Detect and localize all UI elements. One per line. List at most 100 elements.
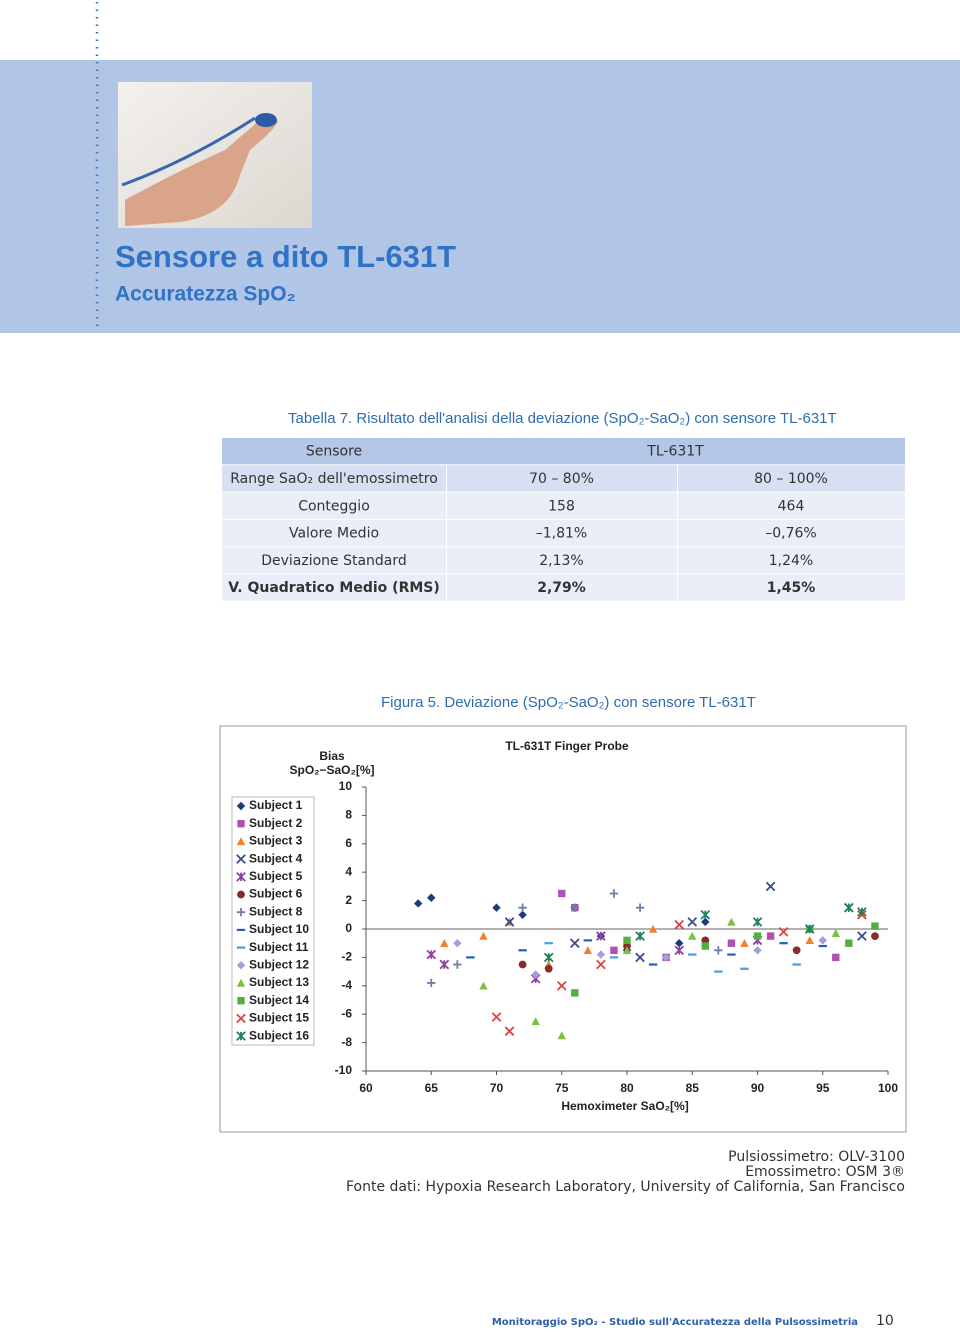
- marker: [871, 922, 879, 930]
- legend-marker: [237, 997, 245, 1005]
- marker: [453, 960, 462, 969]
- table-cell-bg: [447, 574, 677, 601]
- legend-marker: [236, 871, 246, 882]
- marker: [453, 939, 462, 948]
- legend-marker: [236, 1031, 246, 1041]
- marker: [675, 939, 684, 948]
- legend-label: Subject 8: [249, 904, 303, 918]
- legend-marker: [237, 820, 245, 828]
- page-number: 10: [876, 1313, 894, 1329]
- x-tick-label: 70: [490, 1081, 504, 1095]
- marker: [845, 939, 853, 947]
- x-axis-label: Hemoximeter SaO₂[%]: [561, 1099, 688, 1113]
- x-tick-label: 65: [425, 1081, 439, 1095]
- marker: [778, 927, 789, 937]
- table-header-cell: TL-631T: [646, 444, 704, 460]
- x-tick-label: 90: [751, 1081, 765, 1095]
- legend-label: Subject 11: [249, 940, 309, 954]
- marker: [727, 939, 736, 947]
- marker: [688, 931, 697, 940]
- chart-title: TL-631T Finger Probe: [505, 739, 629, 753]
- x-tick-label: 60: [359, 1081, 373, 1095]
- y-tick-label: -4: [341, 978, 352, 992]
- table: Sensore TL-631T Range SaO₂ dell'emossimetr…: [222, 438, 905, 601]
- legend-label: Subject 2: [249, 816, 303, 830]
- marker: [426, 949, 437, 960]
- marker: [766, 932, 775, 940]
- legend-box: [231, 796, 315, 1046]
- marker: [479, 981, 488, 990]
- table-cell-bg: [447, 492, 677, 519]
- y-tick-label: -2: [341, 950, 352, 964]
- x-tick-label: 75: [555, 1081, 569, 1095]
- marker: [440, 939, 449, 947]
- table-cell-bg: [678, 492, 905, 519]
- marker: [518, 903, 527, 912]
- marker: [543, 952, 554, 963]
- marker: [661, 953, 671, 962]
- marker: [701, 917, 710, 927]
- table-cell-bg: [678, 465, 905, 492]
- marker: [857, 907, 867, 917]
- table-cell-bg: [447, 547, 677, 574]
- marker: [427, 978, 436, 988]
- legend-label: Subject 5: [249, 869, 303, 883]
- table-cell: V. Quadratico Medio (RMS): [228, 580, 440, 596]
- x-tick-label: 100: [878, 1081, 898, 1095]
- table-cell: Range SaO₂ dell'emossimetro: [230, 471, 438, 487]
- marker: [622, 946, 632, 954]
- y-tick-label: 4: [345, 864, 352, 878]
- marker: [518, 910, 527, 919]
- marker: [818, 936, 827, 945]
- y-axis-label: SpO₂−SaO₂[%]: [289, 763, 374, 777]
- table-cell: 70 – 80%: [529, 471, 594, 487]
- table-cell: Deviazione Standard: [261, 553, 407, 569]
- y-tick-label: -8: [341, 1035, 352, 1049]
- marker: [518, 960, 527, 969]
- table-caption: Tabella 7. Risultato dell'analisi della …: [288, 410, 837, 427]
- table-cell-bg: [222, 492, 446, 519]
- marker: [504, 1026, 515, 1037]
- marker: [648, 924, 658, 933]
- marker: [492, 903, 501, 912]
- marker: [596, 959, 606, 970]
- marker: [701, 936, 710, 945]
- y-tick-label: -10: [335, 1063, 353, 1077]
- marker: [753, 946, 762, 955]
- legend-marker: [236, 1013, 246, 1024]
- marker: [569, 938, 580, 949]
- note: Fonte dati: Hypoxia Research Laboratory,…: [346, 1179, 905, 1195]
- marker: [571, 989, 579, 997]
- table-header-row: [222, 438, 905, 465]
- note: Emossimetro: OSM 3®: [745, 1164, 905, 1180]
- marker: [414, 899, 423, 908]
- marker: [804, 924, 815, 934]
- marker: [674, 919, 685, 930]
- marker: [531, 970, 540, 979]
- marker: [752, 917, 763, 927]
- y-axis-label: Bias: [319, 749, 345, 763]
- table-cell: 2,79%: [537, 580, 586, 596]
- table-cell-bg: [222, 547, 446, 574]
- table-cell: Conteggio: [298, 498, 370, 514]
- legend-label: Subject 1: [249, 798, 303, 812]
- marker: [544, 964, 553, 973]
- table-cell-bg: [678, 574, 905, 601]
- marker: [714, 946, 723, 955]
- marker: [623, 942, 631, 950]
- y-tick-label: 8: [345, 808, 352, 822]
- marker: [570, 903, 579, 912]
- legend-marker: [236, 908, 246, 917]
- legend-label: Subject 6: [249, 887, 303, 901]
- y-tick-label: 10: [339, 779, 353, 793]
- table-cell: Valore Medio: [289, 526, 379, 542]
- marker: [871, 932, 879, 940]
- marker: [687, 917, 698, 927]
- legend-label: Subject 15: [249, 1011, 309, 1025]
- legend-label: Subject 16: [249, 1028, 309, 1042]
- marker: [623, 936, 631, 945]
- marker: [531, 1017, 540, 1025]
- marker: [427, 893, 436, 902]
- legend-marker: [236, 854, 246, 864]
- marker: [558, 889, 566, 898]
